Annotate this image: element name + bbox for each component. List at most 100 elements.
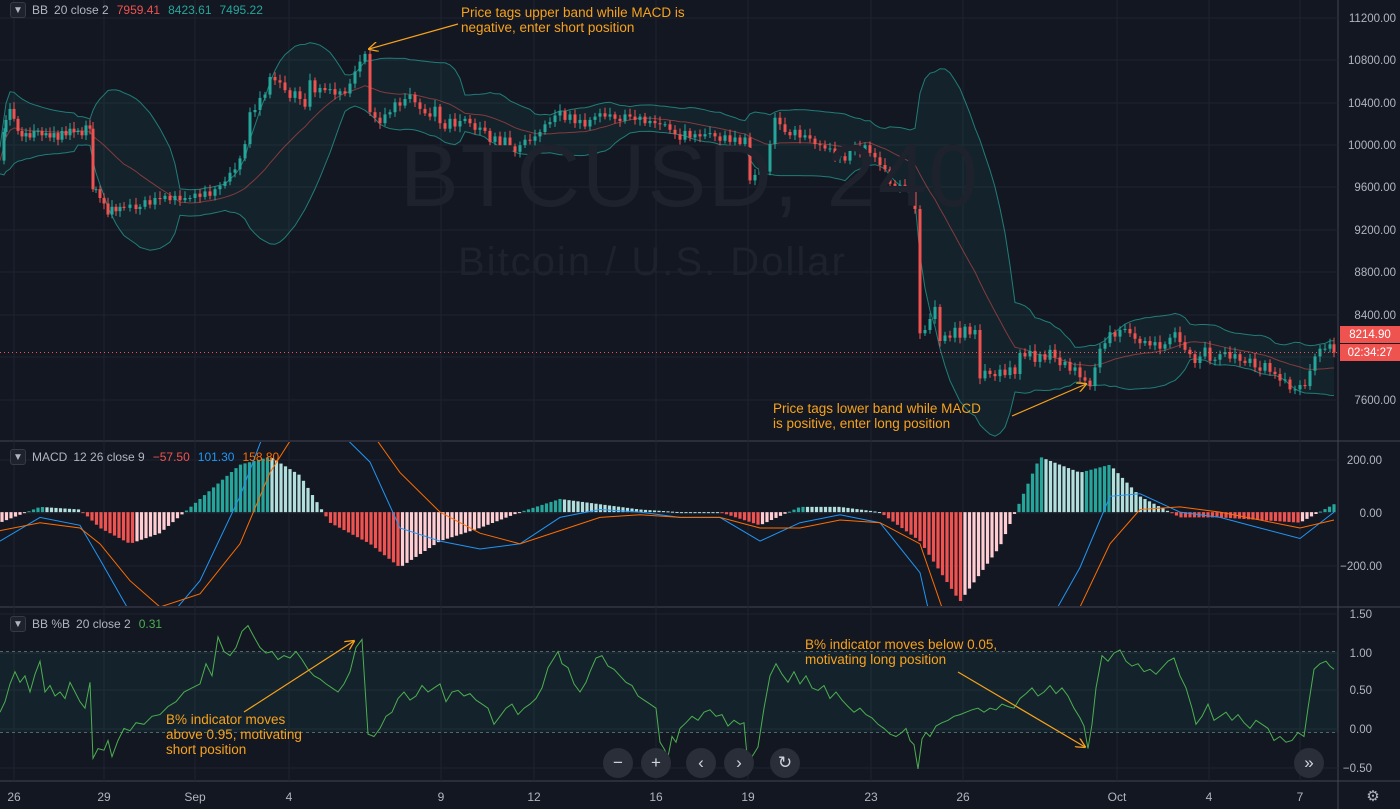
macd-histogram-bar [697,512,702,514]
candle-body [1023,353,1027,357]
candle-body [978,330,982,379]
goto-realtime-icon[interactable]: » [1294,748,1324,778]
candle-body [543,124,547,132]
candle-body [498,136,502,147]
macd-histogram-bar [441,512,445,541]
macd-histogram-bar [643,509,648,513]
macd-histogram-bar [94,512,99,525]
candle-body [1098,348,1102,368]
macd-histogram-bar [391,512,396,563]
macd-histogram-bar [544,503,549,513]
zoom-toolbar: − + [603,748,671,778]
candle-body [508,137,512,147]
candle-body [1253,358,1257,368]
macd-histogram-bar [1116,473,1120,513]
candle-body [1028,350,1032,357]
macd-histogram-bar [765,512,769,523]
candle-body [568,114,572,120]
candle-body [1313,356,1317,371]
chevron-down-icon[interactable]: ▼ [10,449,26,465]
macd-histogram-bar [243,463,247,513]
candle-body [98,189,102,198]
candle-body [443,123,447,129]
zoom-in-icon[interactable]: + [641,748,671,778]
time-axis-label: 26 [956,790,970,804]
settings-icon[interactable]: ⚙ [1366,788,1380,805]
macd-histogram-bar [990,512,994,558]
time-axis-label: 4 [1206,790,1213,804]
candle-body [1288,379,1292,390]
candle-body [1223,352,1227,355]
bbp-legend[interactable]: ▼ BB %B 20 close 2 0.31 [10,616,162,632]
candle-body [318,88,322,93]
candle-body [283,82,287,91]
macd-histogram-bar [301,480,306,513]
time-axis-label: 23 [864,790,878,804]
candle-body [418,102,422,109]
macd-histogram-bar [54,507,58,513]
candle-body [463,118,467,121]
macd-histogram-bar [1161,508,1165,513]
zoom-out-icon[interactable]: − [603,748,633,778]
candle-body [40,130,44,136]
macd-histogram-bar [378,512,382,552]
bb-legend[interactable]: ▼ BB 20 close 2 7959.41 8423.61 7495.22 [10,2,263,18]
reset-icon[interactable]: ↻ [770,748,800,778]
macd-legend-macd: 101.30 [197,450,235,464]
macd-histogram-bar [333,512,337,526]
bbp-legend-label: BB %B [32,617,71,631]
price-axis-label: 7600.00 [1354,395,1396,407]
macd-histogram-bar [499,512,504,520]
macd-histogram-bar [382,512,387,556]
candle-body [228,172,232,182]
macd-histogram-bar [994,512,999,552]
macd-histogram-bar [225,475,229,513]
scroll-left-icon[interactable]: ‹ [686,748,716,778]
candle-body [633,116,637,120]
macd-histogram-bar [1242,512,1246,519]
candle-body [388,112,392,115]
candle-body [1188,349,1192,355]
candle-body [903,184,907,190]
macd-histogram-bar [108,512,112,534]
macd-legend[interactable]: ▼ MACD 12 26 close 9 −57.50 101.30 158.8… [10,449,279,465]
candle-body [528,139,532,141]
macd-histogram-bar [909,512,913,535]
chevron-down-icon[interactable]: ▼ [10,2,26,18]
candle-body [110,206,114,215]
candle-body [94,189,98,191]
bbp-axis-label: 0.50 [1350,685,1372,697]
macd-histogram-bar [1089,469,1093,513]
macd-histogram-bar [738,512,742,519]
macd-histogram-bar [414,512,418,557]
candle-body [263,94,267,98]
candle-body [648,121,652,124]
time-axis-label: 16 [649,790,663,804]
macd-histogram-bar [796,507,801,513]
candle-body [1158,342,1162,349]
candle-body [838,156,842,158]
candle-body [188,198,192,199]
macd-histogram-bar [1314,512,1318,515]
macd-histogram-bar [463,512,468,533]
macd-histogram-bar [949,512,954,589]
candle-body [603,113,607,117]
scroll-right-icon[interactable]: › [724,748,754,778]
macd-histogram-bar [904,512,909,532]
macd-histogram-bar [211,487,216,513]
chevron-down-icon[interactable]: ▼ [10,616,26,632]
macd-histogram-bar [369,512,373,545]
macd-histogram-bar [801,506,805,513]
macd-histogram [0,457,1336,602]
candle-body [258,97,262,110]
bbp-legend-value: 0.31 [138,617,163,631]
macd-histogram-bar [220,479,225,513]
candle-body [793,129,797,136]
macd-histogram-bar [895,512,900,525]
macd-histogram-bar [319,509,324,513]
macd-histogram-bar [67,508,72,513]
candle-body [908,189,912,191]
candle-body [673,129,677,135]
